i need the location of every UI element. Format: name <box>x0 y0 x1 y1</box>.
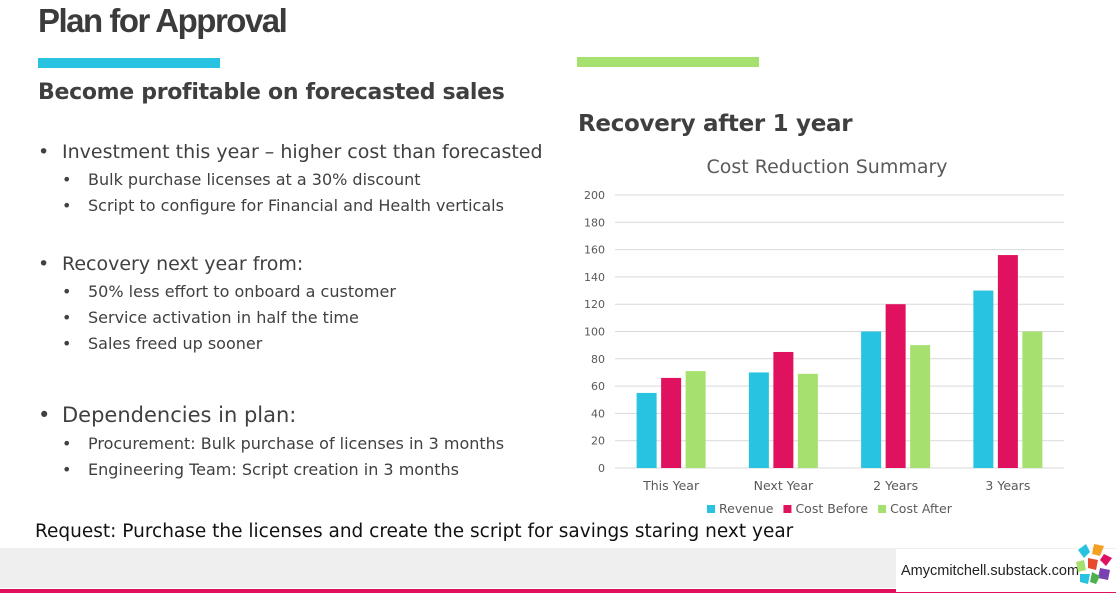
y-tick-label: 0 <box>598 462 605 475</box>
x-tick-label: Next Year <box>754 478 814 493</box>
y-tick-label: 100 <box>584 326 605 339</box>
x-tick-label: 2 Years <box>873 478 918 493</box>
x-tick-label: This Year <box>642 478 700 493</box>
footer-line <box>0 589 1116 593</box>
y-tick-label: 120 <box>584 298 605 311</box>
chart-title: Cost Reduction Summary <box>706 156 947 178</box>
legend-label: Cost After <box>890 501 953 516</box>
bar <box>861 331 882 468</box>
y-tick-label: 80 <box>591 353 605 366</box>
bar <box>997 255 1018 468</box>
subheading: Become profitable on forecasted sales <box>38 80 505 105</box>
y-tick-label: 180 <box>584 216 605 229</box>
bar <box>748 372 769 468</box>
y-tick-label: 200 <box>584 189 605 202</box>
y-tick-label: 20 <box>591 435 605 448</box>
bar <box>661 377 682 468</box>
legend-swatch <box>783 505 792 513</box>
y-tick-label: 140 <box>584 271 605 284</box>
bar <box>797 373 818 468</box>
bar <box>885 304 906 468</box>
bar <box>773 351 794 468</box>
legend-label: Cost Before <box>795 501 868 516</box>
y-tick-label: 160 <box>584 244 605 257</box>
bar <box>973 290 994 468</box>
hands-logo-icon <box>1076 544 1112 584</box>
cost-reduction-chart: Cost Reduction Summary 0 20 40 60 80 100 120 140… <box>584 156 1064 516</box>
y-tick-label: 60 <box>591 380 605 393</box>
accent-bar-blue <box>38 58 220 68</box>
bar <box>685 371 706 468</box>
slide-title: Plan for Approval <box>38 2 288 39</box>
bar <box>910 345 931 468</box>
x-tick-label: 3 Years <box>985 478 1030 493</box>
accent-bar-green <box>577 57 759 67</box>
bar <box>636 392 657 468</box>
chart-heading: Recovery after 1 year <box>578 111 853 137</box>
footer-url: Amycmitchell.substack.com <box>901 563 1080 579</box>
legend-swatch <box>878 505 887 513</box>
y-tick-label: 40 <box>591 407 605 420</box>
legend-swatch <box>707 505 715 513</box>
request-text: Request: Purchase the licenses and creat… <box>35 521 794 542</box>
legend-label: Revenue <box>719 501 774 516</box>
bar <box>1022 331 1043 468</box>
